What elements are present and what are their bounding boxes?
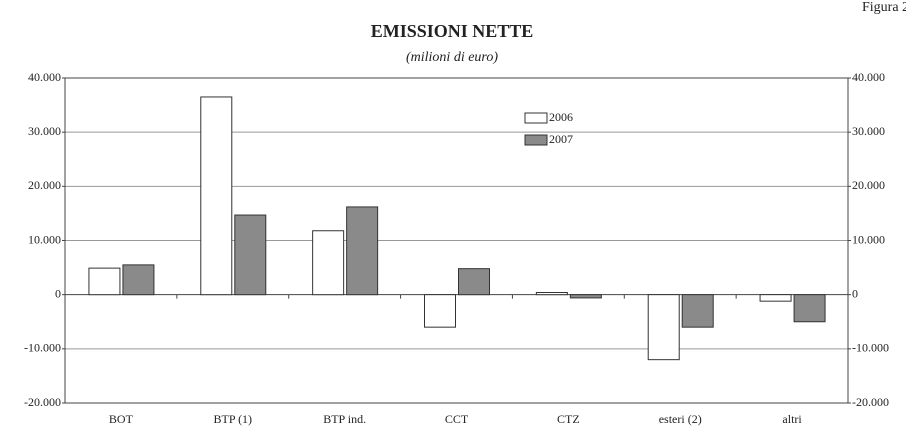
legend-swatch [524, 134, 548, 146]
bar [200, 96, 233, 296]
bar [681, 294, 714, 328]
x-tick-label: altri [782, 412, 802, 426]
chart-subtitle: (milioni di euro) [406, 50, 498, 65]
y-tick-label: -20.000 [24, 395, 61, 409]
y-tick-label: 30.000 [28, 124, 61, 138]
bar [346, 206, 379, 296]
legend-label: 2007 [549, 132, 573, 146]
y2-tick-label: 0 [852, 286, 858, 300]
bar [88, 267, 121, 296]
y-tick-label: 40.000 [28, 70, 61, 84]
chart-title: EMISSIONI NETTE [371, 21, 534, 41]
y2-tick-label: 20.000 [852, 178, 885, 192]
plot-frame [64, 77, 849, 404]
y-tick-label: 20.000 [28, 178, 61, 192]
y-tick-label: 0 [55, 286, 61, 300]
bar [312, 230, 345, 296]
x-tick-label: BTP (1) [214, 412, 253, 426]
bar [234, 214, 267, 296]
y2-tick-label: 40.000 [852, 70, 885, 84]
y2-tick-label: -20.000 [852, 395, 889, 409]
legend-swatch [524, 112, 548, 124]
bar [458, 268, 490, 296]
bar [122, 264, 155, 296]
y-tick-label: -10.000 [24, 341, 61, 355]
x-tick-label: esteri (2) [659, 412, 702, 426]
bar [535, 292, 568, 296]
legend-label: 2006 [549, 110, 573, 124]
x-tick-label: BTP ind. [323, 412, 366, 426]
y2-tick-label: 30.000 [852, 124, 885, 138]
bar [424, 294, 456, 328]
x-tick-label: BOT [109, 412, 134, 426]
y2-tick-label: -10.000 [852, 341, 889, 355]
y2-tick-label: 10.000 [852, 232, 885, 246]
figure-label: Figura 2 [862, 0, 906, 15]
bar [569, 294, 602, 299]
bar [759, 294, 792, 302]
y-tick-label: 10.000 [28, 232, 61, 246]
bar [647, 294, 680, 361]
bar [793, 294, 826, 323]
x-tick-label: CTZ [557, 412, 580, 426]
x-tick-label: CCT [445, 412, 469, 426]
